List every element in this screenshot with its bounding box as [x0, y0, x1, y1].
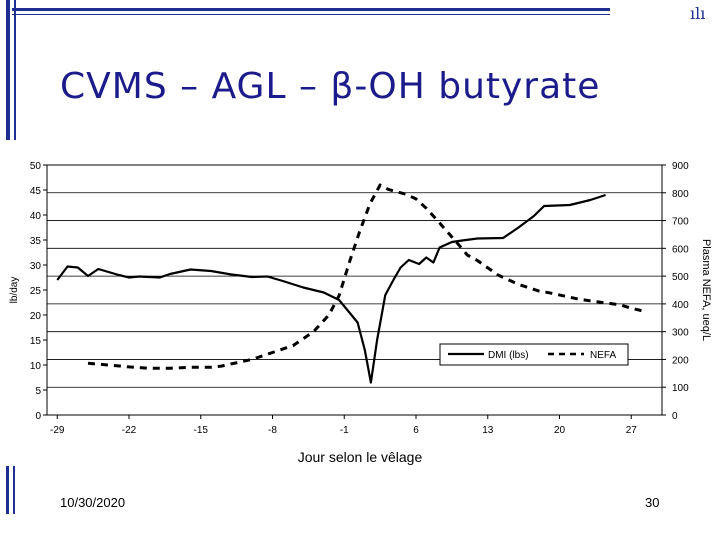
x-tick-label: -29 — [50, 425, 65, 436]
left-rule-bottom-thin — [13, 466, 15, 514]
left-rule-thick — [6, 0, 10, 140]
y-tick-label-left: 25 — [30, 286, 42, 297]
y-tick-label-left: 30 — [30, 261, 42, 272]
left-rule-thin — [14, 0, 16, 140]
y-tick-label-right: 200 — [672, 355, 689, 366]
x-axis-label: Jour selon le vêlage — [297, 449, 423, 465]
series-line-dmi — [56, 193, 606, 384]
plot-area — [46, 164, 663, 416]
y-tick-label-right: 500 — [672, 272, 689, 283]
left-rule-bottom-thick — [6, 466, 9, 514]
footer-page-number: 30 — [645, 495, 660, 510]
legend: DMI (lbs) NEFA — [439, 343, 629, 366]
university-logo-icon: ılı — [690, 4, 706, 23]
legend-label-nefa: NEFA — [590, 350, 616, 361]
x-tick-label: 6 — [413, 425, 419, 436]
y-tick-label-right: 100 — [672, 383, 689, 394]
top-rule-thick — [12, 8, 610, 11]
series-line-nefa — [87, 183, 642, 370]
dmi-nefa-chart: 0 5 10 15 20 25 30 35 40 45 50 0 100 200 300 400 500 600… — [9, 161, 712, 436]
y-tick-label-right: 300 — [672, 328, 689, 339]
x-tick-label: -8 — [268, 425, 277, 436]
y-tick-label-left: 15 — [30, 336, 42, 347]
y-tick-label-right: 900 — [672, 161, 689, 172]
x-tick-label: -22 — [122, 425, 137, 436]
y-tick-label-left: 35 — [30, 236, 42, 247]
y-tick-label-right: 800 — [672, 189, 689, 200]
x-tick-label: 27 — [626, 425, 638, 436]
y-tick-label-right: 0 — [672, 411, 678, 422]
legend-box — [439, 343, 629, 366]
x-tick-label: -1 — [340, 425, 349, 436]
y-tick-label-right: 700 — [672, 217, 689, 228]
y-tick-label-left: 5 — [35, 386, 41, 397]
y-tick-label-left: 20 — [30, 311, 42, 322]
x-tick-label: 13 — [482, 425, 494, 436]
y-axis-left-label: lb/day — [9, 277, 20, 304]
y-tick-label-left: 50 — [30, 161, 42, 172]
x-tick-label: 20 — [554, 425, 566, 436]
slide-title: CVMS – AGL – β-OH butyrate — [60, 66, 601, 107]
legend-label-dmi: DMI (lbs) — [488, 350, 529, 361]
footer-date: 10/30/2020 — [60, 495, 126, 510]
y-tick-label-left: 40 — [30, 211, 42, 222]
y-tick-label-right: 600 — [672, 244, 689, 255]
y-tick-label-left: 45 — [30, 186, 42, 197]
y-axis-right: 0 100 200 300 400 500 600 700 800 900 — [662, 161, 689, 422]
top-rule-thin — [12, 14, 610, 15]
x-tick-label: -15 — [194, 425, 209, 436]
x-axis: -29 -22 -15 -8 -1 6 13 20 27 — [50, 415, 637, 436]
series-layer — [56, 183, 642, 384]
y-tick-label-left: 0 — [35, 411, 41, 422]
y-tick-label-right: 400 — [672, 300, 689, 311]
y-axis-left: 0 5 10 15 20 25 30 35 40 45 50 — [30, 161, 47, 422]
y-axis-right-label: Plasma NEFA, ueq/L — [700, 239, 712, 341]
y-tick-label-left: 10 — [30, 361, 42, 372]
